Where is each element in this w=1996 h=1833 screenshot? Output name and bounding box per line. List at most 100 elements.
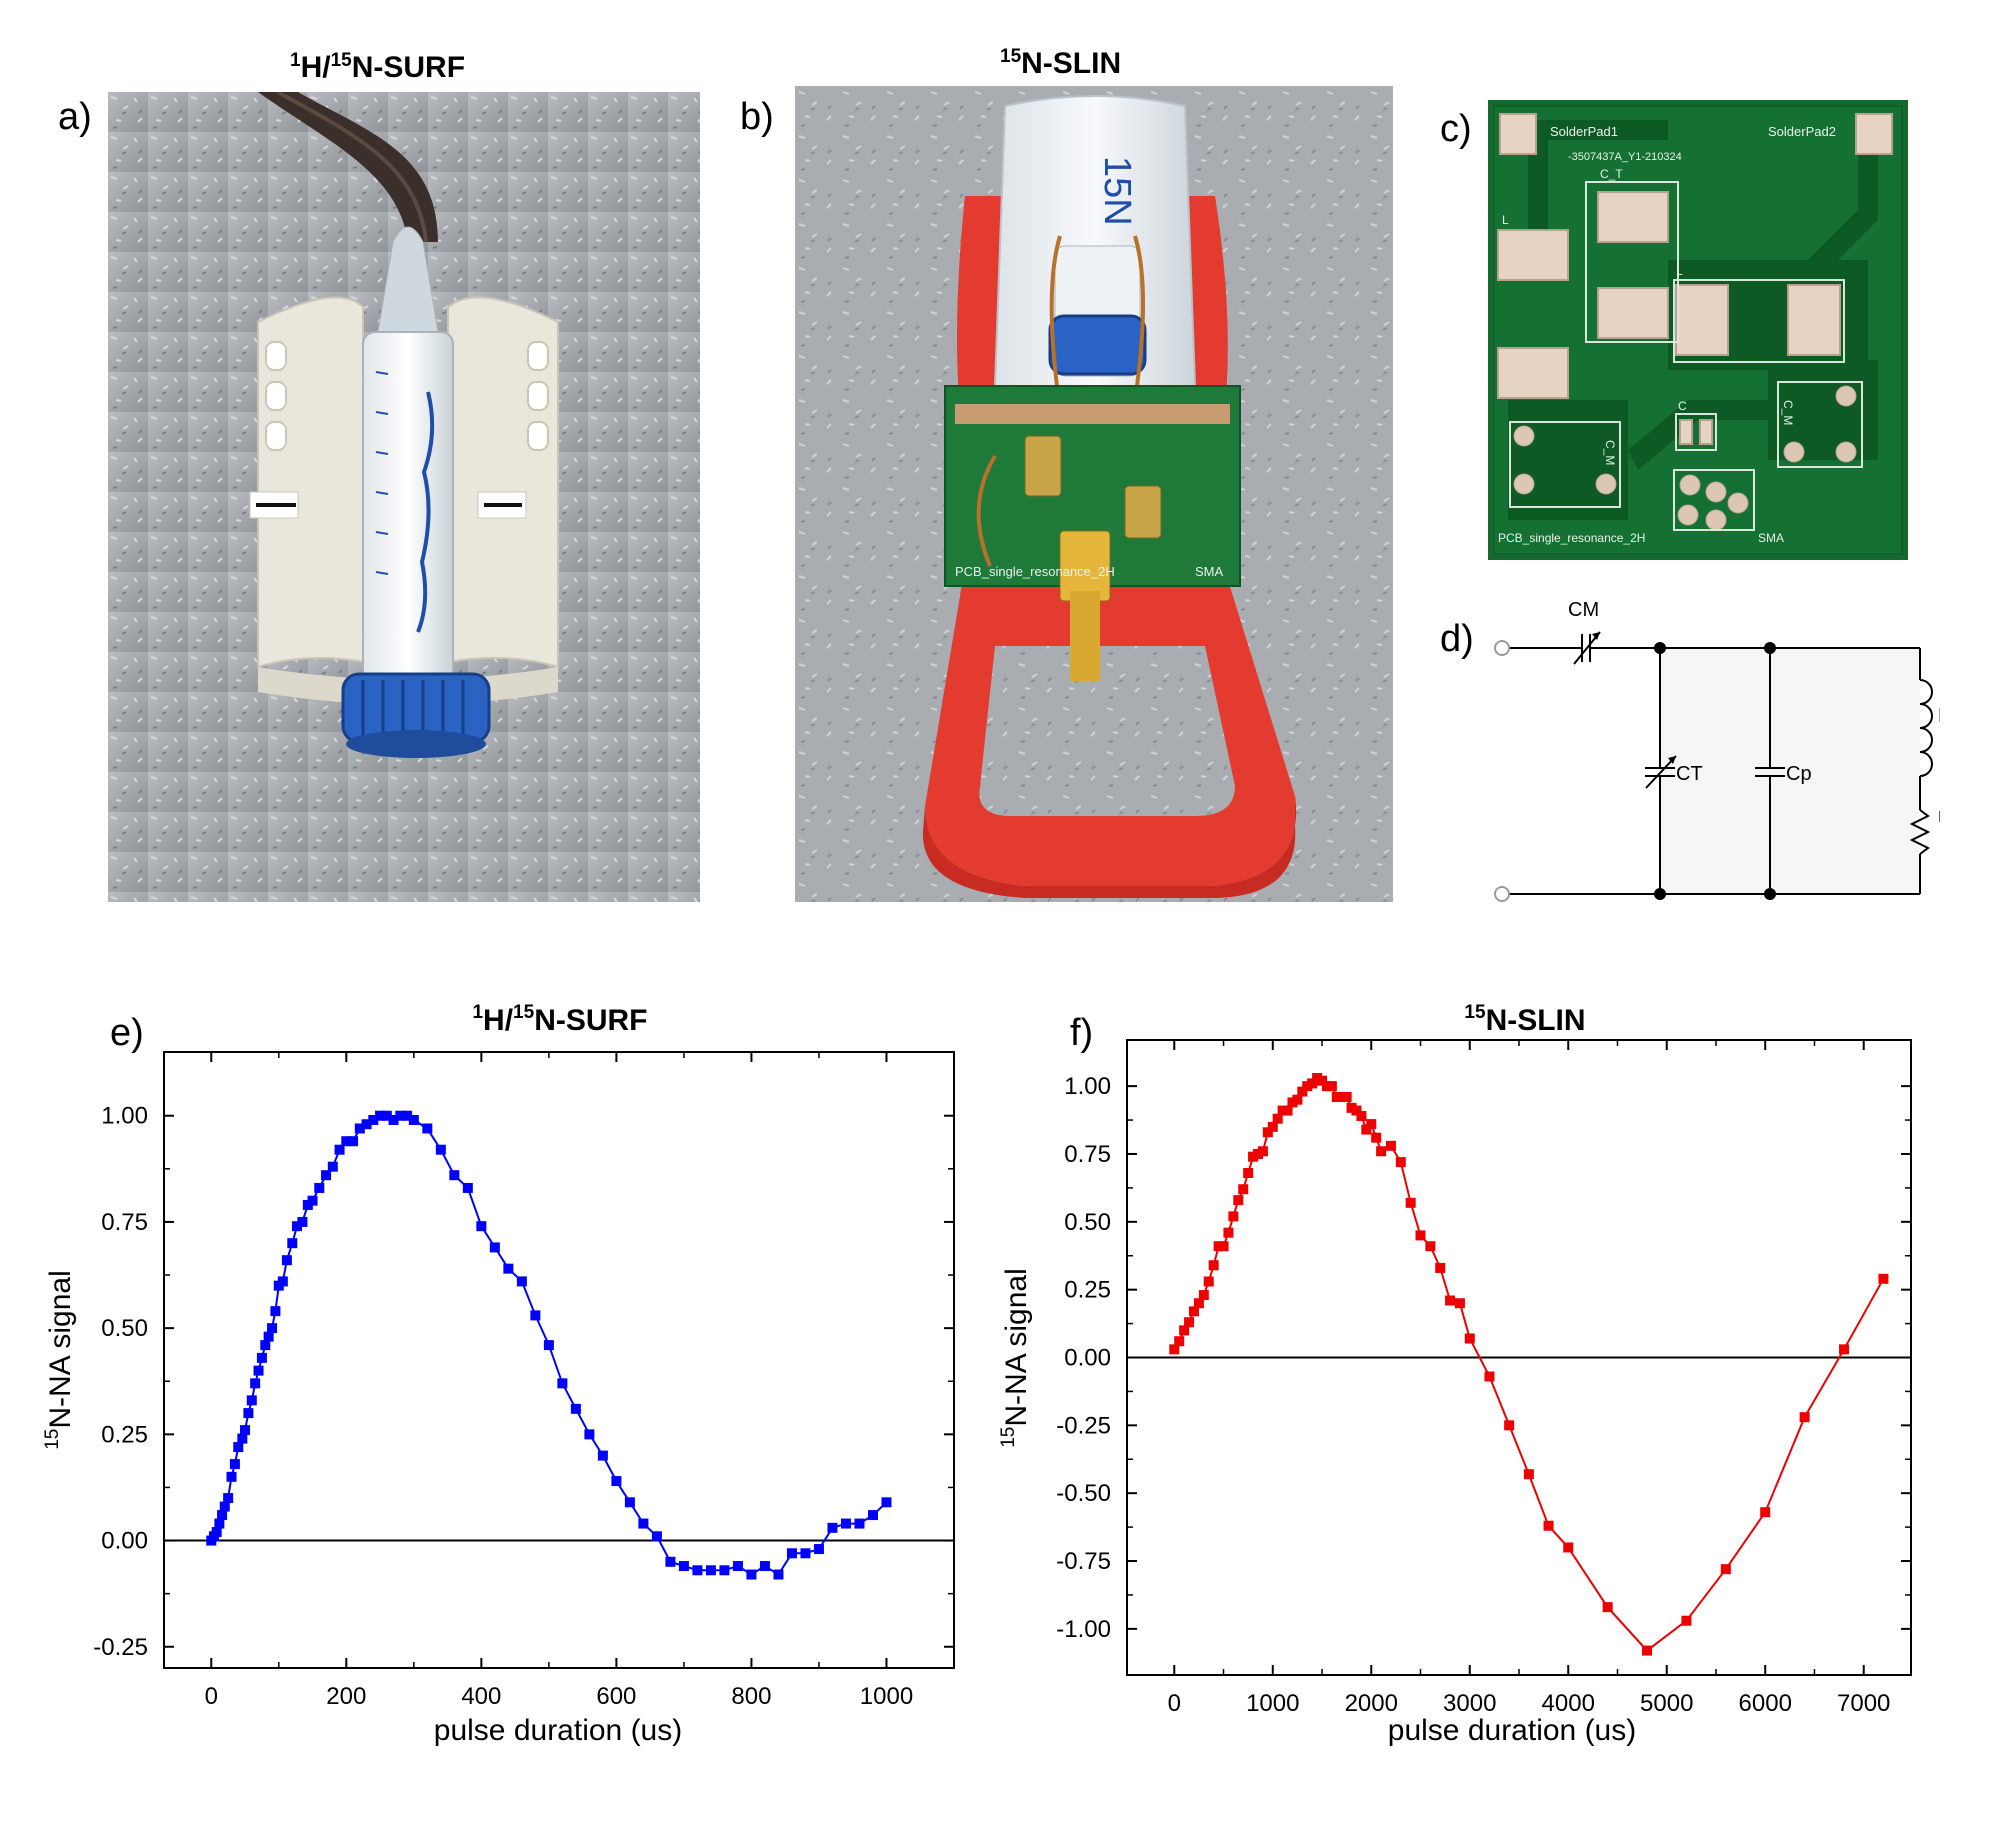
e-data-point — [759, 1561, 770, 1572]
e-data-point — [314, 1182, 325, 1193]
e-ytick-label: 0.00 — [101, 1528, 148, 1555]
surface-coil-photo — [108, 92, 700, 902]
e-data-point — [243, 1408, 254, 1419]
panel-b-letter: b) — [740, 96, 774, 138]
f-data-point — [1262, 1127, 1273, 1138]
chart-e: 1H/15N-SURF 0 200 400 600 800 1000 -0.25 0.00 0.… — [42, 1002, 955, 1747]
f-data-point — [1351, 1105, 1362, 1116]
pcb-c-label: C — [1678, 399, 1687, 413]
f-data-point — [1223, 1227, 1234, 1238]
e-data-point — [597, 1450, 608, 1461]
f-data-point — [1307, 1078, 1318, 1089]
f-data-point — [1464, 1333, 1475, 1344]
circuit-cm-label: CM — [1568, 599, 1599, 621]
f-data-point — [1228, 1211, 1239, 1222]
e-data-point — [840, 1518, 851, 1529]
circuit-ct-label: CT — [1676, 763, 1703, 785]
chart-f-title: 15N-SLIN — [1464, 1002, 1585, 1037]
f-data-point — [1282, 1105, 1293, 1116]
e-data-point — [881, 1497, 892, 1508]
e-data-point — [368, 1114, 379, 1125]
e-data-point — [611, 1476, 622, 1487]
f-data-point — [1292, 1094, 1303, 1105]
e-data-point — [746, 1569, 757, 1580]
circuit-res-label: res — [1938, 805, 1940, 827]
f-data-point — [1179, 1325, 1190, 1336]
f-data-point — [1174, 1336, 1185, 1347]
chart-f-xlabel: pulse duration (us) — [1388, 1714, 1636, 1747]
f-data-point — [1198, 1290, 1209, 1301]
f-ytick-label: 0.50 — [1064, 1209, 1111, 1236]
e-data-point — [211, 1527, 222, 1538]
pcb-ct-label: C_T — [1600, 167, 1623, 181]
e-data-point — [638, 1518, 649, 1529]
chart-e-frame — [163, 1051, 955, 1669]
e-data-point — [854, 1518, 865, 1529]
e-data-point — [503, 1263, 514, 1274]
f-data-point — [1366, 1119, 1377, 1130]
chart-f: 15N-SLIN 0 1000 2000 3000 4000 5000 6000 7000 -1… — [998, 1002, 1912, 1747]
e-data-point — [334, 1144, 345, 1155]
e-data-point — [240, 1425, 251, 1436]
pcb-l1-label: L — [1502, 213, 1509, 227]
e-data-point — [462, 1182, 473, 1193]
chart-f-series-line — [1173, 1076, 1885, 1652]
panel-b-title: 15N-SLIN — [1000, 46, 1122, 80]
chart-f-ylabel: 15N-NA signal — [998, 1268, 1033, 1448]
f-xtick-label: 2000 — [1345, 1690, 1398, 1717]
pcb-cm2-label: C_M — [1781, 400, 1795, 425]
f-data-point — [1257, 1146, 1268, 1157]
e-data-point — [287, 1238, 298, 1249]
e-data-point — [217, 1510, 228, 1521]
f-data-point — [1297, 1086, 1308, 1097]
e-xtick-label: 0 — [205, 1683, 218, 1710]
e-data-point — [408, 1114, 419, 1125]
f-data-point — [1543, 1520, 1554, 1531]
e-xtick-label: 200 — [326, 1683, 366, 1710]
f-data-point — [1376, 1146, 1387, 1157]
e-data-point — [678, 1561, 689, 1572]
f-data-point — [1272, 1113, 1283, 1124]
e-data-point — [327, 1161, 338, 1172]
e-data-point — [307, 1195, 318, 1206]
e-data-point — [256, 1352, 267, 1363]
e-data-point — [530, 1310, 541, 1321]
pcb-name-label: PCB_single_resonance_2H — [1498, 531, 1645, 545]
f-ytick-label: 1.00 — [1064, 1073, 1111, 1100]
e-data-point — [395, 1110, 406, 1121]
f-xtick-label: 6000 — [1739, 1690, 1792, 1717]
panel-c-letter: c) — [1440, 108, 1472, 150]
f-ytick-label: 0.75 — [1064, 1141, 1111, 1168]
e-data-point — [226, 1471, 237, 1482]
f-data-point — [1504, 1420, 1515, 1431]
f-data-point — [1799, 1412, 1810, 1423]
f-data-point — [1341, 1091, 1352, 1102]
f-ytick-label: 0.00 — [1064, 1345, 1111, 1372]
e-data-point — [732, 1561, 743, 1572]
panel-e-letter: e) — [110, 1012, 144, 1054]
f-ytick-label: 0.25 — [1064, 1277, 1111, 1304]
e-data-point — [651, 1531, 662, 1542]
f-xtick-label: 7000 — [1837, 1690, 1890, 1717]
e-data-point — [557, 1378, 568, 1389]
e-data-point — [341, 1136, 352, 1147]
f-data-point — [1233, 1195, 1244, 1206]
f-data-point — [1385, 1140, 1396, 1151]
e-data-point — [277, 1276, 288, 1287]
f-xtick-label: 3000 — [1443, 1690, 1496, 1717]
pcb-cm1-label: C_M — [1603, 440, 1617, 465]
e-data-point — [570, 1403, 581, 1414]
e-ytick-label: 1.00 — [101, 1103, 148, 1130]
e-data-point — [270, 1306, 281, 1317]
f-data-point — [1760, 1507, 1771, 1518]
circuit-cp-label: Cp — [1786, 763, 1812, 785]
e-data-point — [321, 1170, 332, 1181]
e-data-point — [223, 1493, 234, 1504]
e-data-point — [246, 1395, 257, 1406]
e-ytick-label: 0.75 — [101, 1209, 148, 1236]
pcb-b-sma: SMA — [1195, 564, 1224, 579]
f-data-point — [1203, 1276, 1214, 1287]
circuit-diagram: CM CT Cp L res — [1480, 590, 1966, 920]
f-data-point — [1317, 1075, 1328, 1086]
panel-a-letter: a) — [58, 96, 92, 138]
